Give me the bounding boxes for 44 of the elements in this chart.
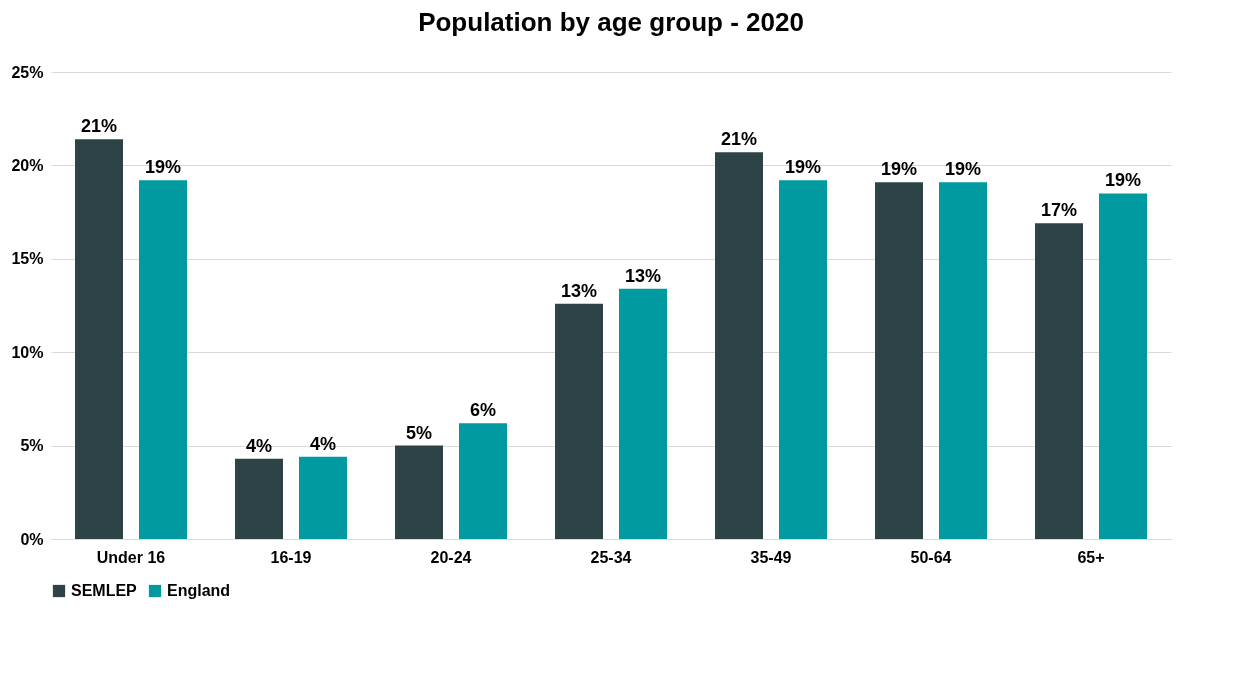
chart-title: Population by age group - 2020 [418,7,804,37]
data-label: 19% [880,159,918,180]
y-tick-label: 15% [11,250,44,268]
data-label: 4% [245,435,273,456]
data-label: 19% [784,157,822,178]
x-tick-label: 20-24 [430,548,472,566]
x-tick-label: 65+ [1077,548,1105,566]
y-tick-label: 5% [20,437,44,455]
data-label: 19% [1104,170,1142,191]
y-tick-label: 10% [11,343,44,361]
data-label: 13% [624,265,662,286]
data-label: 17% [1040,200,1078,221]
bar [555,303,603,539]
data-label: 19% [944,159,982,180]
bar [1035,223,1083,539]
bar [235,458,283,539]
legend-label: SEMLEP [71,582,138,599]
data-label: 5% [405,422,433,443]
data-label: 13% [560,280,598,301]
data-label: 6% [469,400,497,421]
bar [619,288,667,539]
x-tick-label: 16-19 [270,548,312,566]
bar [875,182,923,539]
data-label: 19% [144,157,182,178]
x-tick-label: 35-49 [750,548,792,566]
bar [715,152,763,539]
x-tick-label: 50-64 [910,548,952,566]
bar [939,182,987,539]
data-label: 21% [80,116,118,137]
x-tick-label: 25-34 [590,548,632,566]
y-tick-label: 20% [11,156,44,174]
x-tick-label: Under 16 [96,548,166,566]
bar [139,180,187,539]
y-tick-label: 0% [20,530,44,548]
bar [779,180,827,539]
legend-label: England [167,582,231,599]
bar [459,423,507,539]
bar [299,456,347,539]
bar [75,139,123,539]
bar [1099,193,1147,539]
bar [395,445,443,539]
y-tick-label: 25% [11,63,44,81]
data-label: 4% [309,433,337,454]
data-label: 21% [720,129,758,150]
